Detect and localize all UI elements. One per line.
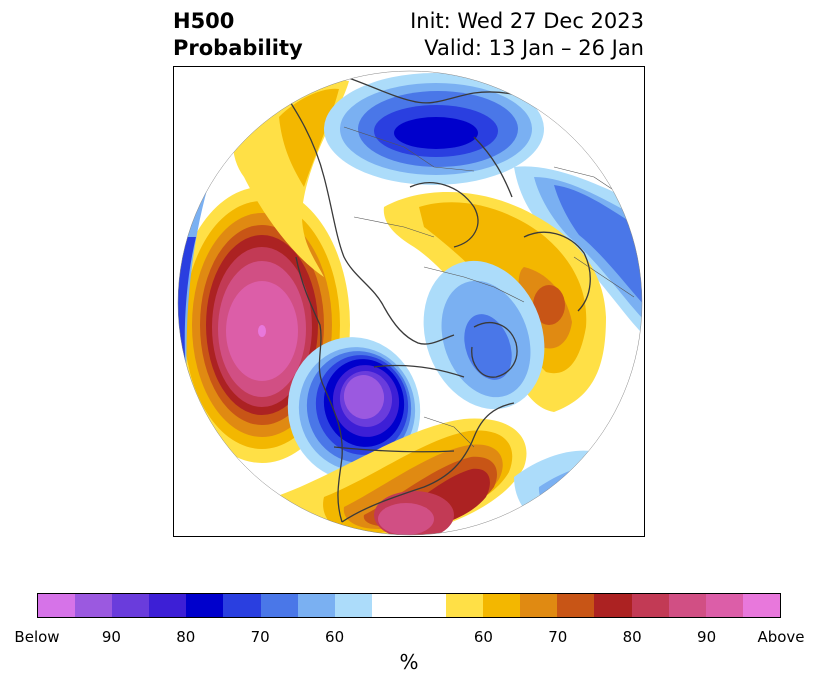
colorbar-segment [408, 594, 447, 617]
colorbar-segment [38, 594, 76, 617]
colorbar-tick-label: 90 [101, 628, 121, 646]
colorbar-unit-label: % [399, 650, 419, 674]
siberia-below-anomaly [324, 73, 544, 185]
colorbar-tick-label: 60 [473, 628, 493, 646]
colorbar-tick-label: 90 [697, 628, 717, 646]
colorbar-segment [631, 594, 669, 617]
colorbar-segment [334, 594, 372, 617]
colorbar-segment [297, 594, 335, 617]
colorbar-tick-label: 70 [250, 628, 270, 646]
colorbar-segment [668, 594, 706, 617]
colorbar-segment [149, 594, 187, 617]
colorbar-tick-label: 60 [325, 628, 345, 646]
colorbar-segment [186, 594, 224, 617]
colorbar-segment [260, 594, 298, 617]
colorbar-segment [557, 594, 595, 617]
map-canvas [177, 70, 643, 536]
probability-map [173, 66, 645, 537]
colorbar-segment [75, 594, 113, 617]
date-info: Init: Wed 27 Dec 2023 Valid: 13 Jan – 26… [410, 8, 644, 62]
colorbar-tick-label: 70 [548, 628, 568, 646]
colorbar-segment [223, 594, 261, 617]
init-date: Init: Wed 27 Dec 2023 [410, 9, 644, 33]
colorbar-segment [742, 594, 780, 617]
valid-range: Valid: 13 Jan – 26 Jan [424, 36, 644, 60]
colorbar-tick-label: Above [757, 628, 805, 646]
colorbar-segment [705, 594, 743, 617]
colorbar-tick-label: Below [14, 628, 60, 646]
hudson-below-anomaly [423, 260, 545, 410]
alaska-above-band [232, 80, 349, 277]
colorbar-segment [594, 594, 632, 617]
colorbar-segment [371, 594, 409, 617]
title-line-2: Probability [173, 36, 303, 60]
map-boundary [177, 70, 643, 536]
colorbar-segment [483, 594, 521, 617]
colorbar-segment [112, 594, 150, 617]
map-title: H500 Probability [173, 8, 303, 62]
colorbar-segment [520, 594, 558, 617]
colorbar-tick-label: 80 [622, 628, 642, 646]
colorbar-tick-label: 80 [176, 628, 196, 646]
title-line-1: H500 [173, 9, 235, 33]
colorbar-segment [446, 594, 484, 617]
colorbar [37, 593, 781, 618]
